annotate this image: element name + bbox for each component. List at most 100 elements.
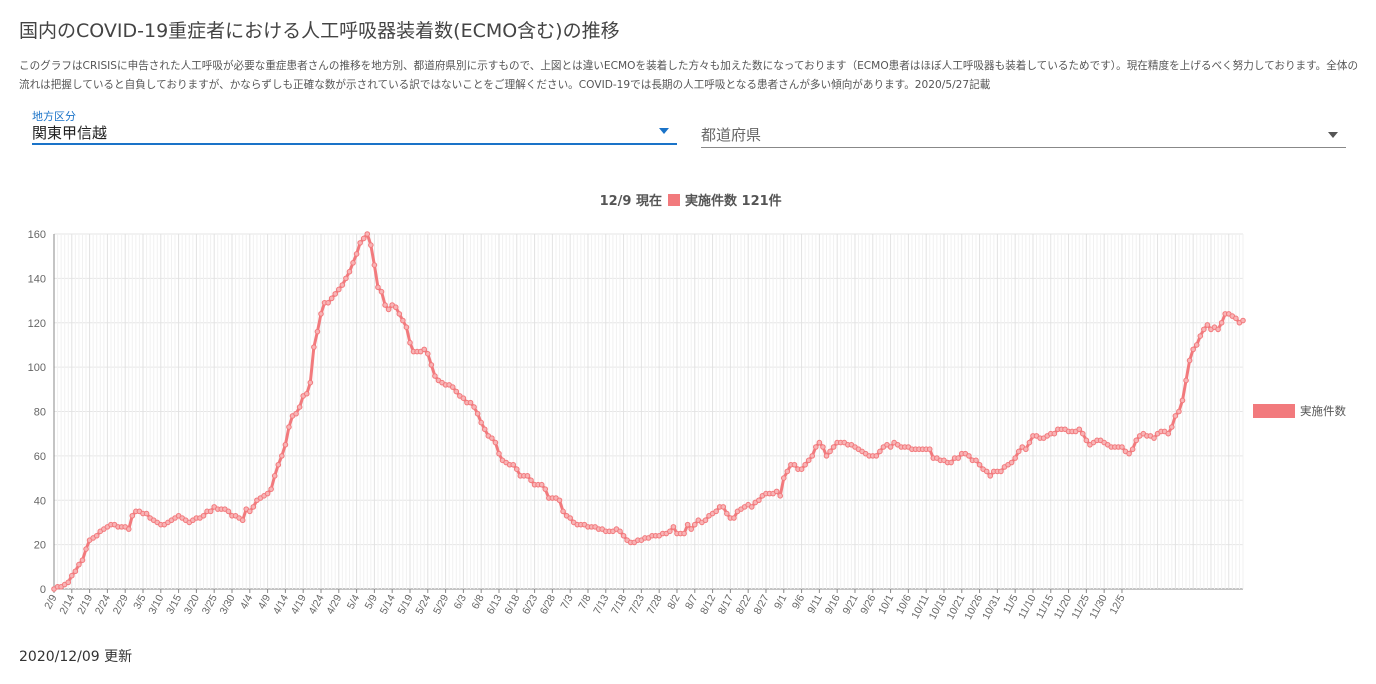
data-point [200, 512, 207, 519]
x-tick-label: 11/30 [1087, 593, 1110, 621]
x-tick-label: 7/13 [591, 593, 611, 617]
data-point [720, 504, 727, 510]
data-point [125, 526, 132, 532]
x-tick-label: 8/7 [683, 593, 701, 612]
data-point [328, 295, 335, 302]
data-point [239, 517, 246, 524]
data-point [681, 530, 687, 537]
data-point [976, 461, 983, 468]
data-point [1165, 430, 1172, 437]
data-point [481, 426, 488, 433]
y-tick-label: 140 [28, 273, 46, 285]
prefecture-select[interactable]: 都道府県 [701, 112, 1346, 148]
x-tick-label: 3/20 [182, 593, 202, 617]
data-point [513, 466, 520, 472]
data-point [1218, 319, 1225, 326]
x-tick-label: 9/26 [858, 593, 878, 617]
data-point [143, 510, 150, 517]
data-point [1126, 450, 1132, 457]
x-tick-label: 7/3 [558, 593, 576, 612]
x-tick-label: 5/4 [345, 593, 363, 612]
x-tick-label: 9/11 [805, 593, 825, 616]
x-tick-label: 4/19 [289, 593, 309, 617]
data-point [809, 453, 816, 459]
data-point [973, 457, 979, 464]
data-point [318, 311, 324, 317]
x-tick-label: 7/23 [627, 593, 647, 617]
data-point [268, 486, 274, 492]
x-tick-label: 6/23 [520, 593, 540, 617]
data-point [1015, 448, 1022, 455]
data-point [617, 528, 623, 535]
x-tick-label: 10/31 [980, 593, 1003, 622]
data-point [1172, 413, 1179, 419]
data-point [1240, 317, 1246, 324]
data-point [478, 419, 484, 426]
data-point [830, 444, 837, 450]
data-point [873, 453, 880, 459]
data-point [813, 444, 819, 450]
x-tick-label: 8/22 [734, 593, 754, 617]
region-select-underline [32, 143, 677, 145]
data-point [948, 459, 954, 466]
x-tick-label: 8/27 [751, 593, 771, 617]
x-tick-label: 7/8 [576, 593, 594, 612]
data-point [378, 288, 385, 295]
x-tick-label: 9/1 [772, 593, 790, 612]
data-point [129, 512, 136, 519]
data-point [756, 497, 762, 504]
data-point [987, 473, 994, 479]
data-point [542, 486, 549, 492]
x-tick-label: 4/29 [324, 593, 344, 617]
data-point [474, 410, 481, 417]
data-point [250, 504, 257, 510]
data-point [802, 461, 808, 468]
x-tick-label: 3/15 [164, 593, 184, 617]
y-tick-label: 80 [34, 407, 46, 419]
data-point [279, 453, 285, 459]
x-tick-label: 4/24 [306, 593, 326, 617]
data-point [471, 404, 477, 410]
data-point [407, 339, 413, 346]
data-point [1197, 333, 1204, 339]
data-point [820, 444, 826, 450]
data-point [731, 515, 737, 521]
region-select-label: 地方区分 [32, 110, 76, 123]
data-point [877, 448, 883, 455]
data-point [667, 528, 673, 535]
data-point [392, 304, 399, 311]
data-point [1076, 426, 1083, 433]
data-point [72, 568, 79, 575]
x-tick-label: 3/5 [131, 593, 149, 612]
y-tick-label: 0 [40, 584, 46, 596]
data-point [538, 481, 545, 488]
data-point [688, 526, 695, 532]
data-point [432, 373, 438, 379]
data-point [1190, 346, 1196, 353]
page-title: 国内のCOVID-19重症者における人工呼吸器装着数(ECMO含む)の推移 [19, 20, 620, 42]
x-tick-label: 2/19 [75, 593, 95, 617]
data-point [403, 324, 410, 330]
x-tick-label: 8/17 [716, 593, 736, 617]
data-point [1012, 455, 1018, 461]
x-tick-label: 5/19 [395, 593, 415, 617]
data-point [275, 461, 282, 468]
data-point [1201, 326, 1207, 333]
data-point [453, 388, 460, 395]
data-point [343, 275, 349, 282]
data-point [1129, 446, 1136, 453]
data-point [489, 435, 495, 441]
data-point [691, 521, 698, 528]
region-select[interactable]: 地方区分 関東甲信越 [32, 108, 677, 145]
x-tick-label: 9/6 [790, 593, 808, 612]
data-point [805, 457, 812, 464]
data-point [510, 461, 517, 468]
x-tick-label: 10/1 [876, 593, 896, 617]
data-point [784, 468, 791, 475]
data-point [357, 240, 363, 246]
data-point [684, 521, 691, 528]
data-point [777, 493, 784, 499]
data-point [1169, 424, 1175, 430]
data-point [1215, 326, 1221, 333]
data-point [364, 231, 371, 237]
